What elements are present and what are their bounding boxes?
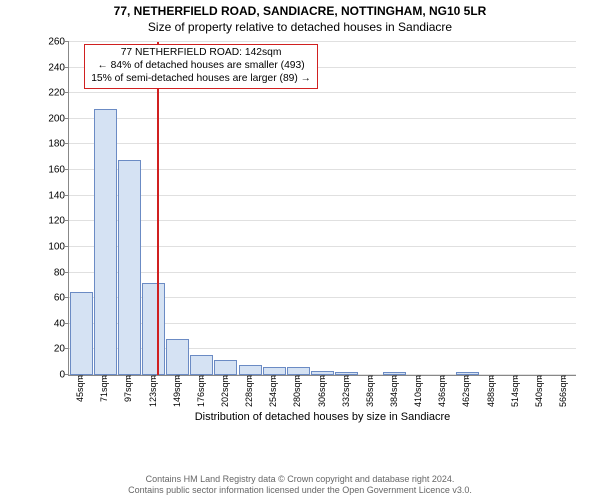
y-tick-mark — [65, 220, 69, 221]
gridline — [69, 143, 576, 144]
gridline — [69, 92, 576, 93]
x-tick-label: 332sqm — [341, 375, 351, 407]
x-tick-label: 488sqm — [486, 375, 496, 407]
gridline — [69, 220, 576, 221]
y-tick-mark — [65, 297, 69, 298]
histogram-bar — [190, 355, 213, 375]
y-tick-label: 80 — [54, 267, 65, 278]
footer-line-1: Contains HM Land Registry data © Crown c… — [0, 474, 600, 485]
y-tick-mark — [65, 143, 69, 144]
x-tick-label: 540sqm — [534, 375, 544, 407]
x-tick-label: 45sqm — [75, 375, 85, 402]
y-tick-mark — [65, 41, 69, 42]
y-tick-label: 260 — [48, 37, 65, 48]
reference-marker-line — [157, 42, 159, 375]
histogram-bar — [70, 292, 93, 375]
gridline — [69, 195, 576, 196]
x-tick-label: 358sqm — [365, 375, 375, 407]
y-tick-mark — [65, 67, 69, 68]
y-tick-label: 240 — [48, 62, 65, 73]
x-tick-label: 436sqm — [437, 375, 447, 407]
x-axis-label: Distribution of detached houses by size … — [69, 411, 576, 423]
gridline — [69, 246, 576, 247]
x-tick-label: 254sqm — [268, 375, 278, 407]
x-tick-label: 280sqm — [292, 375, 302, 407]
histogram-bar — [287, 367, 310, 375]
page-subtitle: Size of property relative to detached ho… — [0, 18, 600, 34]
histogram-bar — [94, 109, 117, 375]
histogram-bar — [214, 360, 237, 375]
x-tick-label: 149sqm — [172, 375, 182, 407]
page-title: 77, NETHERFIELD ROAD, SANDIACRE, NOTTING… — [0, 0, 600, 18]
x-tick-label: 176sqm — [196, 375, 206, 407]
histogram-bar — [142, 283, 165, 375]
x-tick-label: 228sqm — [244, 375, 254, 407]
gridline — [69, 169, 576, 170]
x-tick-label: 123sqm — [148, 375, 158, 407]
x-tick-label: 202sqm — [220, 375, 230, 407]
y-tick-label: 60 — [54, 293, 65, 304]
histogram-bar — [239, 365, 262, 375]
footer-line-2: Contains public sector information licen… — [0, 485, 600, 496]
y-tick-label: 100 — [48, 241, 65, 252]
y-tick-mark — [65, 348, 69, 349]
x-tick-label: 566sqm — [558, 375, 568, 407]
y-tick-mark — [65, 195, 69, 196]
x-tick-label: 514sqm — [510, 375, 520, 407]
y-tick-label: 0 — [59, 370, 65, 381]
gridline — [69, 41, 576, 42]
x-tick-label: 306sqm — [317, 375, 327, 407]
histogram-bar — [263, 367, 286, 375]
x-tick-label: 462sqm — [461, 375, 471, 407]
x-tick-label: 97sqm — [123, 375, 133, 402]
y-tick-label: 20 — [54, 344, 65, 355]
gridline — [69, 118, 576, 119]
y-tick-mark — [65, 272, 69, 273]
y-tick-mark — [65, 169, 69, 170]
y-tick-label: 120 — [48, 216, 65, 227]
y-tick-label: 160 — [48, 165, 65, 176]
annotation-line: 15% of semi-detached houses are larger (… — [91, 73, 311, 86]
y-tick-mark — [65, 118, 69, 119]
y-tick-label: 180 — [48, 139, 65, 150]
y-tick-label: 220 — [48, 88, 65, 99]
y-tick-label: 40 — [54, 318, 65, 329]
y-tick-label: 200 — [48, 113, 65, 124]
histogram-bar — [166, 339, 189, 375]
y-tick-mark — [65, 323, 69, 324]
annotation-line: 77 NETHERFIELD ROAD: 142sqm — [91, 47, 311, 60]
histogram-bar — [118, 160, 141, 375]
x-tick-label: 410sqm — [413, 375, 423, 407]
y-tick-mark — [65, 246, 69, 247]
footer-attribution: Contains HM Land Registry data © Crown c… — [0, 474, 600, 496]
x-tick-label: 71sqm — [99, 375, 109, 402]
y-tick-label: 140 — [48, 190, 65, 201]
annotation-line: ← 84% of detached houses are smaller (49… — [91, 60, 311, 73]
annotation-box: 77 NETHERFIELD ROAD: 142sqm← 84% of deta… — [84, 44, 318, 89]
x-tick-label: 384sqm — [389, 375, 399, 407]
gridline — [69, 272, 576, 273]
y-tick-mark — [65, 374, 69, 375]
y-tick-mark — [65, 92, 69, 93]
histogram-chart: Number of detached properties Distributi… — [44, 42, 580, 422]
